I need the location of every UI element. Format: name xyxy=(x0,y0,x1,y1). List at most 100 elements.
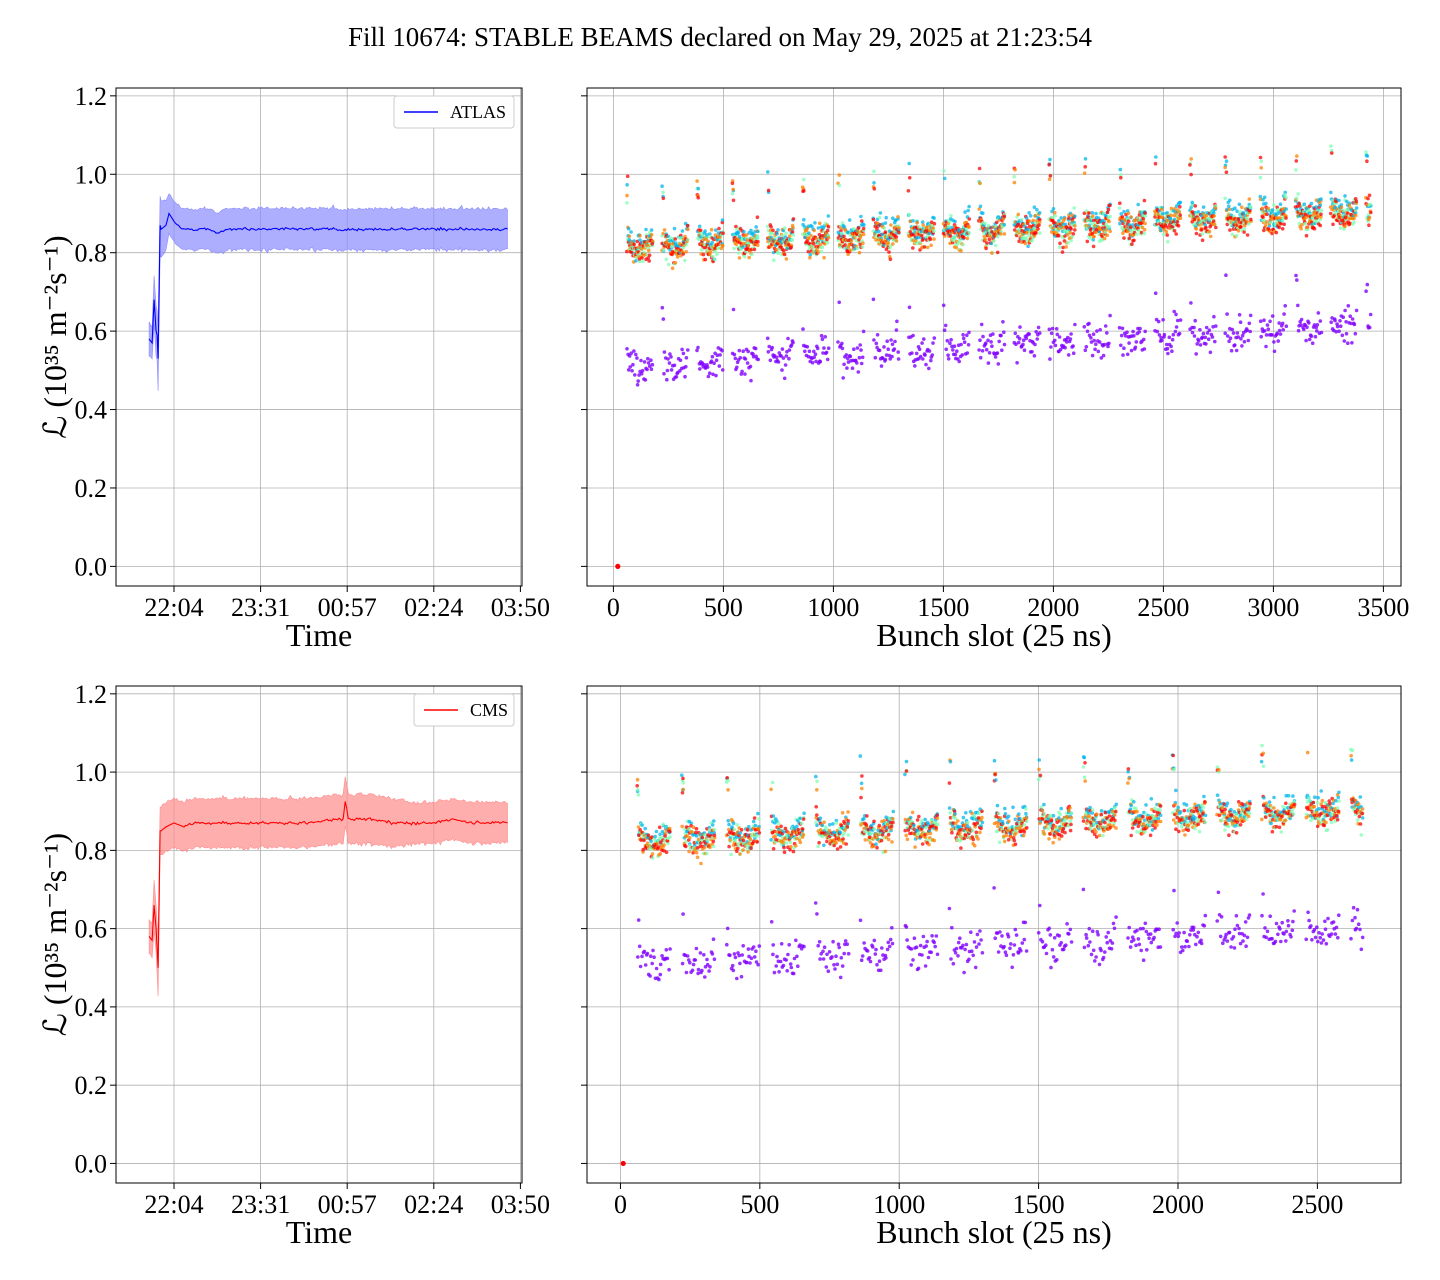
data-point xyxy=(641,259,645,264)
data-point xyxy=(800,827,805,831)
data-point xyxy=(997,339,1001,344)
data-point xyxy=(1047,926,1051,931)
data-point xyxy=(751,819,756,824)
data-point xyxy=(625,174,630,179)
data-point xyxy=(945,338,950,343)
data-point xyxy=(1309,334,1314,339)
data-point xyxy=(935,813,939,817)
data-point xyxy=(1196,339,1201,343)
data-point xyxy=(1091,238,1095,242)
data-point xyxy=(1081,765,1086,769)
data-point xyxy=(904,925,909,929)
x-tick-label: 03:50 xyxy=(491,593,550,622)
data-point xyxy=(1214,324,1218,328)
data-point xyxy=(1114,802,1119,807)
data-point xyxy=(1058,241,1062,246)
data-point xyxy=(1032,205,1037,209)
data-point xyxy=(783,235,788,239)
data-point xyxy=(1049,818,1054,823)
data-point xyxy=(1050,209,1054,214)
data-point xyxy=(1174,232,1178,236)
data-point xyxy=(860,786,864,791)
data-point xyxy=(1083,157,1088,161)
data-point xyxy=(781,233,785,238)
data-point xyxy=(726,818,730,823)
data-point xyxy=(947,781,952,785)
data-point xyxy=(749,846,753,850)
data-point xyxy=(730,191,735,196)
data-point xyxy=(1012,943,1017,947)
data-point xyxy=(1230,327,1235,332)
data-point xyxy=(922,245,927,249)
data-point xyxy=(997,840,1002,845)
data-point xyxy=(1022,348,1027,353)
data-point xyxy=(1341,315,1345,320)
y-tick-label: 0.0 xyxy=(75,552,108,581)
data-point xyxy=(1237,313,1242,317)
data-point xyxy=(1024,336,1029,341)
data-point xyxy=(1269,220,1273,224)
data-point xyxy=(1193,204,1198,208)
data-point xyxy=(986,338,990,343)
data-point xyxy=(1014,342,1018,347)
data-point xyxy=(1033,342,1037,347)
data-point xyxy=(1019,949,1023,953)
data-point xyxy=(1266,327,1271,332)
data-point xyxy=(795,824,799,829)
bottom-left-frame xyxy=(115,685,523,1184)
data-point xyxy=(657,825,662,830)
data-point xyxy=(1090,929,1095,933)
data-point xyxy=(911,333,915,338)
data-point xyxy=(775,231,779,236)
data-point xyxy=(666,262,671,267)
data-point xyxy=(884,353,889,357)
data-point xyxy=(1189,172,1193,177)
data-point xyxy=(967,217,972,221)
data-point xyxy=(1353,331,1358,336)
data-point xyxy=(1071,344,1075,348)
data-point xyxy=(850,366,855,371)
data-point xyxy=(840,221,845,225)
data-point xyxy=(740,369,744,374)
data-point xyxy=(1066,353,1071,357)
data-point xyxy=(1120,326,1125,331)
data-point xyxy=(878,211,883,215)
data-point xyxy=(1027,219,1031,223)
data-point xyxy=(752,955,757,959)
data-point xyxy=(1248,329,1252,334)
data-point xyxy=(868,959,873,964)
data-point xyxy=(803,349,807,354)
legend-box xyxy=(393,95,515,129)
data-point xyxy=(894,235,899,239)
data-point xyxy=(635,784,639,788)
data-point xyxy=(774,964,778,968)
data-point xyxy=(882,239,887,243)
data-point xyxy=(1262,329,1267,333)
data-point xyxy=(738,831,743,835)
data-point xyxy=(788,962,793,966)
data-point xyxy=(720,368,725,372)
data-point xyxy=(894,239,899,243)
data-point xyxy=(826,214,831,218)
data-point xyxy=(756,826,761,831)
data-point xyxy=(1103,324,1108,328)
data-point xyxy=(642,360,647,364)
data-point xyxy=(1013,842,1018,847)
data-point xyxy=(942,169,946,173)
data-point xyxy=(1057,245,1062,249)
data-point xyxy=(1038,231,1042,235)
data-point xyxy=(1090,211,1095,215)
data-point xyxy=(896,357,901,361)
data-point xyxy=(1084,936,1089,940)
data-point xyxy=(771,847,776,851)
data-point xyxy=(1087,211,1091,215)
data-point xyxy=(1098,328,1102,332)
data-point xyxy=(964,942,969,947)
data-point xyxy=(1307,321,1311,325)
data-point xyxy=(1259,334,1263,339)
data-point xyxy=(1352,220,1356,225)
data-point xyxy=(820,337,825,342)
data-point xyxy=(1212,314,1216,319)
data-point xyxy=(909,963,913,967)
data-point xyxy=(1268,319,1272,324)
